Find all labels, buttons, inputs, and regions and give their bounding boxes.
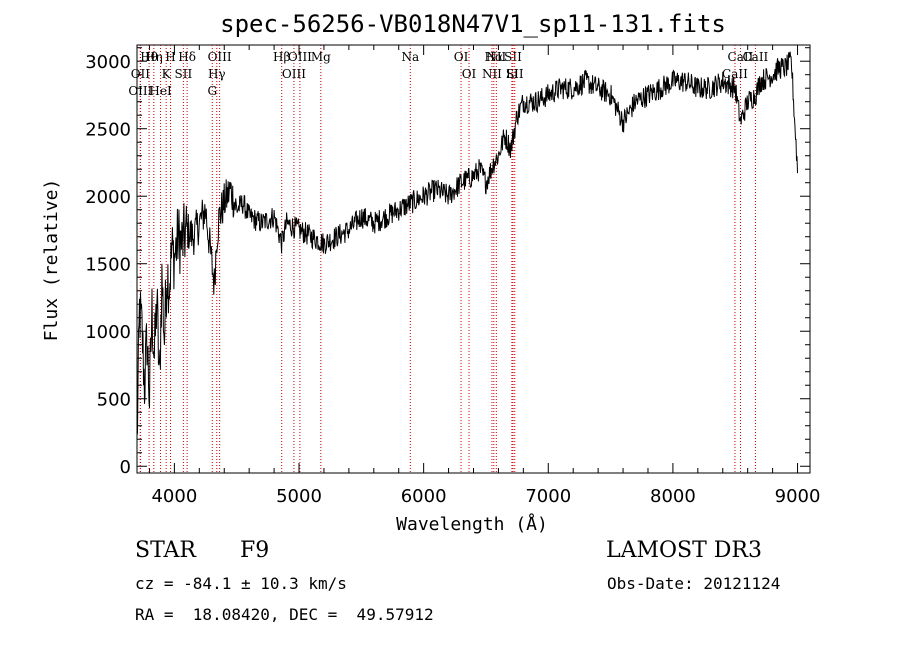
y-tick-label: 1000 — [85, 322, 131, 343]
line-marker-label: H — [165, 50, 175, 64]
line-marker-label: Hη — [145, 50, 163, 64]
plot-axes: 4000 5000 6000 7000 8000 9000 0 500 1000 1500 2000… — [85, 44, 821, 507]
line-marker-label: HeI — [149, 84, 172, 98]
line-marker-label: Na — [401, 50, 419, 64]
x-tick-label: 5000 — [276, 486, 322, 507]
spectrum-chart: spec-56256-VB018N47V1_sp11-131.fits 4000… — [41, 10, 821, 535]
line-marker-label: K — [162, 67, 172, 81]
line-marker-label: OIII — [208, 50, 232, 64]
line-marker-label: OIII — [128, 84, 152, 98]
x-tick-label: 4000 — [151, 486, 197, 507]
spectrum-line — [136, 51, 798, 436]
line-marker-label: SII — [504, 50, 522, 64]
line-marker-label: Hα — [485, 50, 504, 64]
y-tick-label: 2000 — [85, 187, 131, 208]
line-marker-label: CaII — [722, 67, 748, 81]
x-tick-label: 8000 — [650, 486, 696, 507]
line-marker-label: NII — [486, 50, 506, 64]
line-marker-label: NII — [482, 67, 502, 81]
line-marker-label: Hβ — [273, 50, 290, 64]
line-marker-label: Li — [506, 67, 518, 81]
y-tick-label: 500 — [97, 390, 131, 411]
redshift-velocity: cz = -84.1 ± 10.3 km/s — [135, 574, 347, 593]
line-marker-label: OI — [454, 50, 469, 64]
y-tick-label: 3000 — [85, 52, 131, 73]
y-tick-label: 0 — [120, 457, 131, 478]
x-axis-label: Wavelength (Å) — [396, 513, 548, 535]
line-marker-label: OI — [462, 67, 477, 81]
x-tick-label: 7000 — [525, 486, 571, 507]
object-subclass: F9 — [240, 538, 270, 563]
line-marker-label: OII — [131, 67, 151, 81]
y-tick-label: 2500 — [85, 120, 131, 141]
chart-title: spec-56256-VB018N47V1_sp11-131.fits — [220, 10, 726, 38]
y-axis-label: Flux (relative) — [41, 179, 62, 342]
coordinates: RA = 18.08420, DEC = 49.57912 — [135, 605, 434, 624]
observation-date: Obs-Date: 20121124 — [607, 574, 781, 593]
plot-frame — [136, 44, 811, 474]
line-marker-label: CaII — [742, 50, 768, 64]
spectrum-series — [136, 51, 798, 436]
line-marker-label: Hγ — [208, 67, 226, 81]
line-marker-label: OIII — [288, 50, 312, 64]
y-tick-label: 1500 — [85, 255, 131, 276]
x-tick-label: 6000 — [401, 486, 447, 507]
line-marker-label: OIII — [282, 67, 306, 81]
line-marker-label: CaII — [728, 50, 754, 64]
line-marker-label: G — [207, 84, 217, 98]
x-tick-label: 9000 — [775, 486, 821, 507]
line-marker-label: SII — [175, 67, 193, 81]
line-marker-label: Mg — [311, 50, 331, 64]
object-class: STAR — [135, 538, 196, 563]
line-marker-label: Hδ — [178, 50, 196, 64]
line-marker-label: SII — [506, 67, 524, 81]
survey-name: LAMOST DR3 — [606, 538, 762, 563]
